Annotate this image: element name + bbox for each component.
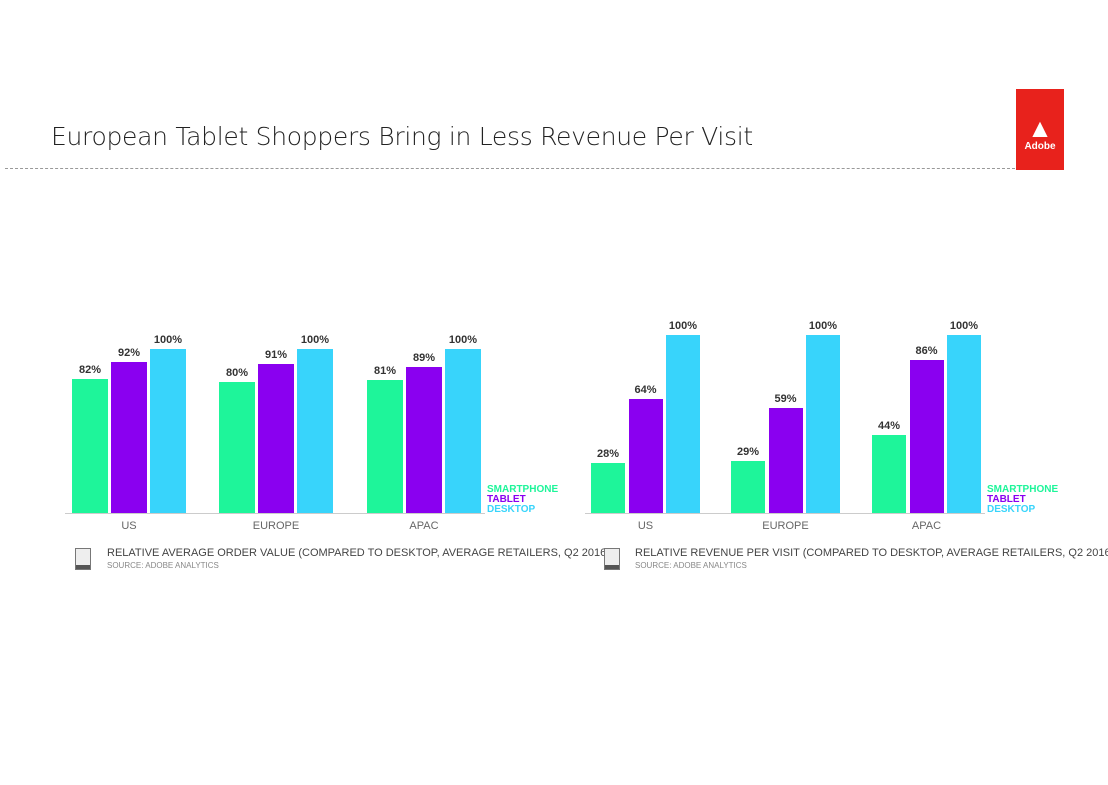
baseline: [585, 513, 985, 514]
divider: [5, 168, 1015, 169]
legend-tablet: TABLET: [487, 494, 526, 505]
chart-source: SOURCE: ADOBE ANALYTICS: [635, 561, 747, 570]
bar-tablet-us: [628, 399, 663, 513]
adobe-logo-icon: ▲: [1027, 113, 1053, 143]
value-label: 100%: [668, 320, 698, 332]
legend-desktop: DESKTOP: [987, 504, 1036, 515]
bar-desktop-apac: [445, 349, 481, 513]
legend-tablet: TABLET: [987, 494, 1026, 505]
chart-caption: RELATIVE REVENUE PER VISIT (COMPARED TO …: [635, 547, 1108, 559]
value-label: 44%: [877, 419, 901, 432]
bar-tablet-apac: [909, 359, 944, 513]
value-label: 29%: [736, 446, 760, 459]
chart-order-value: 82% 92% 100% US 80% 91% 100% EUROPE 81% 89% 100% AP…: [0, 300, 610, 580]
category-label: EUROPE: [762, 520, 809, 532]
bar-desktop-us: [666, 335, 700, 513]
category-label: EUROPE: [252, 520, 300, 532]
bar-desktop-europe: [806, 335, 840, 513]
insights-icon: [604, 548, 620, 570]
value-label: 91%: [264, 348, 288, 361]
bar-smartphone-apac: [872, 434, 906, 513]
value-label: 80%: [225, 366, 249, 379]
legend-smartphone: SMARTPHONE: [487, 484, 559, 495]
value-label: 86%: [915, 344, 938, 357]
adobe-logo: ▲ Adobe: [1016, 89, 1064, 170]
bar-desktop-apac: [947, 335, 981, 513]
insights-icon: [75, 548, 91, 570]
value-label: 92%: [117, 347, 141, 360]
legend-desktop: DESKTOP: [487, 504, 536, 515]
adobe-logo-text: Adobe: [1024, 141, 1056, 152]
bar-desktop-europe: [297, 349, 333, 513]
category-label: APAC: [911, 520, 942, 532]
chart-revenue-per-visit: 28% 64% 100% US 29% 59% 100% EUROPE 44% 86% 100% AP…: [560, 300, 1108, 580]
value-label: 64%: [634, 384, 657, 397]
bar-desktop-us: [150, 349, 186, 513]
chart-caption: RELATIVE AVERAGE ORDER VALUE (COMPARED T…: [107, 547, 610, 559]
baseline: [65, 513, 485, 514]
category-label: US: [121, 520, 137, 532]
bar-tablet-europe: [258, 363, 294, 513]
value-label: 100%: [949, 320, 979, 332]
value-label: 89%: [412, 352, 436, 365]
value-label: 100%: [300, 334, 330, 346]
category-label: US: [637, 520, 654, 532]
slide-title: European Tablet Shoppers Bring in Less R…: [51, 122, 753, 151]
value-label: 100%: [448, 334, 478, 346]
bar-tablet-apac: [406, 367, 442, 513]
value-label: 28%: [596, 448, 620, 461]
bar-smartphone-us: [591, 463, 625, 513]
legend-smartphone: SMARTPHONE: [987, 484, 1059, 495]
value-label: 82%: [78, 363, 102, 376]
value-label: 59%: [774, 392, 797, 405]
bar-tablet-europe: [768, 407, 803, 513]
chart-source: SOURCE: ADOBE ANALYTICS: [107, 561, 219, 570]
value-label: 100%: [153, 334, 183, 346]
bar-smartphone-europe: [731, 461, 765, 513]
bar-smartphone-europe: [219, 381, 255, 513]
bar-smartphone-apac: [367, 380, 403, 513]
value-label: 100%: [808, 320, 838, 332]
bar-smartphone-us: [72, 378, 108, 513]
category-label: APAC: [409, 520, 439, 532]
bar-tablet-us: [111, 362, 147, 513]
value-label: 81%: [373, 365, 397, 378]
